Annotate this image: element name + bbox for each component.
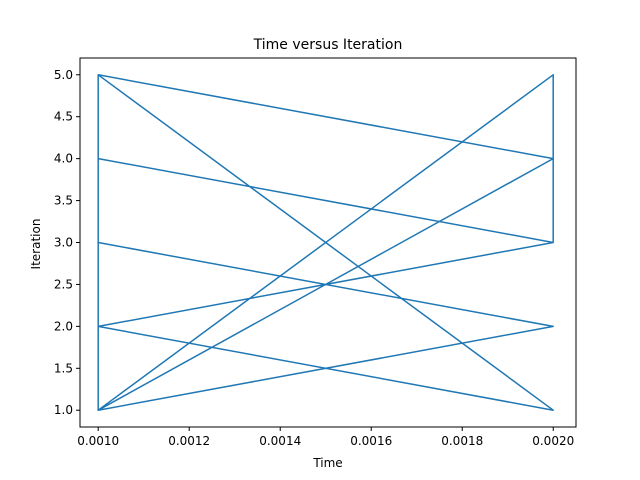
x-axis-label: Time <box>312 456 342 470</box>
y-tick-label: 2.5 <box>54 277 73 291</box>
x-tick-label: 0.0014 <box>259 434 301 448</box>
series-line <box>97 74 554 411</box>
y-tick-label: 1.0 <box>54 403 73 417</box>
y-tick-label: 1.5 <box>54 361 73 375</box>
y-axis-ticks: 1.0 1.5 2.0 2.5 3.0 3.5 4.0 4.5 5.0 <box>54 68 80 417</box>
x-tick-label: 0.0012 <box>168 434 210 448</box>
y-axis-label: Iteration <box>29 219 43 270</box>
y-tick-label: 5.0 <box>54 68 73 82</box>
y-tick-label: 3.5 <box>54 194 73 208</box>
x-tick-label: 0.0018 <box>441 434 483 448</box>
y-tick-label: 2.0 <box>54 319 73 333</box>
x-tick-label: 0.0016 <box>350 434 392 448</box>
x-axis-ticks: 0.0010 0.0012 0.0014 0.0016 0.0018 0.0020 <box>77 427 574 448</box>
chart-title: Time versus Iteration <box>253 37 403 53</box>
y-tick-label: 3.0 <box>54 236 73 250</box>
x-tick-label: 0.0010 <box>77 434 119 448</box>
y-tick-label: 4.5 <box>54 110 73 124</box>
plot-frame <box>79 57 577 428</box>
y-tick-label: 4.0 <box>54 152 73 166</box>
x-tick-label: 0.0020 <box>532 434 574 448</box>
plot-area <box>97 74 554 411</box>
